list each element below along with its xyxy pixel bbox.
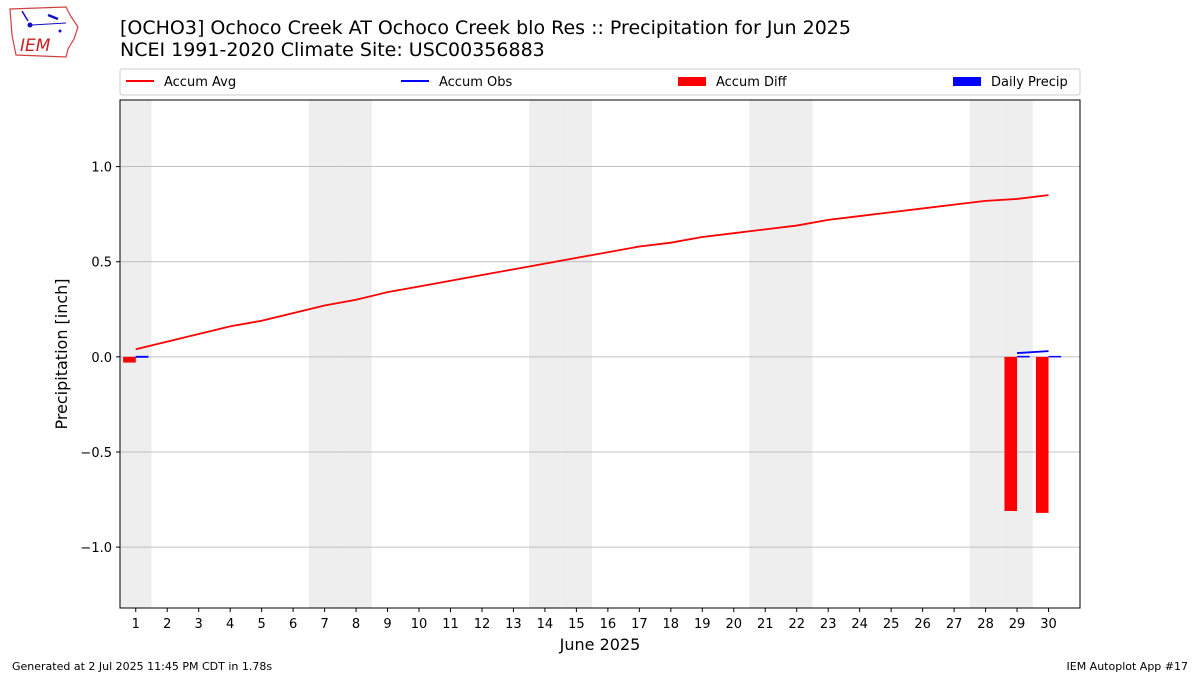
x-tick-label: 16 xyxy=(600,617,617,632)
weekend-band xyxy=(749,100,781,608)
accum-diff-bar xyxy=(1004,356,1018,511)
x-tick-label: 20 xyxy=(725,617,742,632)
x-tick-label: 27 xyxy=(946,617,963,632)
weekend-band xyxy=(780,100,813,608)
x-tick-label: 24 xyxy=(851,617,868,632)
x-tick-label: 4 xyxy=(226,617,234,632)
x-tick-label: 14 xyxy=(537,617,554,632)
daily-precip-bar xyxy=(1017,355,1030,358)
line-series xyxy=(135,194,1049,358)
x-axis: 1 2 3 4 5 6 7 8 9 10 11 12 13 14 15 16 17 18 19 20 21 22 23 24 2… xyxy=(132,608,1057,632)
accum-obs-line xyxy=(1016,350,1049,354)
y-tick-label: 1.0 xyxy=(91,161,112,176)
accum-avg-line xyxy=(135,194,1049,351)
x-tick-label: 15 xyxy=(568,617,585,632)
x-tick-label: 23 xyxy=(820,617,837,632)
legend-label: Accum Obs xyxy=(439,75,512,90)
y-axis-label: Precipitation [inch] xyxy=(52,278,71,429)
x-tick-label: 21 xyxy=(757,617,774,632)
weekend-band xyxy=(120,100,152,608)
x-tick-label: 8 xyxy=(352,617,360,632)
x-tick-label: 6 xyxy=(289,617,297,632)
x-tick-label: 17 xyxy=(631,617,648,632)
daily-precip-bar xyxy=(1048,355,1062,358)
weekend-band xyxy=(1001,100,1033,608)
x-tick-label: 30 xyxy=(1040,617,1057,632)
x-tick-label: 11 xyxy=(442,617,459,632)
x-tick-label: 28 xyxy=(977,617,994,632)
chart-title: [OCHO3] Ochoco Creek AT Ochoco Creek blo… xyxy=(120,17,851,39)
x-tick-label: 19 xyxy=(694,617,711,632)
legend-label: Accum Diff xyxy=(716,75,788,90)
x-tick-label: 25 xyxy=(883,617,900,632)
chart-subtitle: NCEI 1991-2020 Climate Site: USC00356883 xyxy=(120,39,545,61)
y-tick-label: −1.0 xyxy=(80,541,112,556)
accum-diff-bar xyxy=(123,356,136,363)
legend-patch-swatch xyxy=(678,77,706,86)
x-tick-label: 3 xyxy=(195,617,203,632)
weekend-band xyxy=(340,100,372,608)
grid-lines xyxy=(120,166,1080,548)
x-axis-label: June 2025 xyxy=(559,635,641,654)
x-tick-label: 18 xyxy=(663,617,680,632)
generated-timestamp: Generated at 2 Jul 2025 11:45 PM CDT in … xyxy=(12,660,273,673)
x-tick-label: 29 xyxy=(1009,617,1026,632)
x-tick-label: 9 xyxy=(383,617,391,632)
plot-frame xyxy=(119,99,1081,609)
legend-box xyxy=(119,68,1081,96)
x-tick-label: 5 xyxy=(257,617,265,632)
weekend-band xyxy=(969,100,1002,608)
legend-label: Accum Avg xyxy=(164,75,236,90)
iem-logo: IEM xyxy=(9,6,79,58)
weekend-band xyxy=(529,100,561,608)
weekend-band xyxy=(308,100,341,608)
y-tick-label: 0.5 xyxy=(91,256,112,271)
y-tick-label: 0.0 xyxy=(91,351,112,366)
x-tick-label: 7 xyxy=(320,617,328,632)
x-tick-label: 2 xyxy=(163,617,171,632)
x-tick-label: 10 xyxy=(411,617,428,632)
accum-diff-bar xyxy=(1035,356,1049,513)
x-tick-label: 1 xyxy=(132,617,140,632)
app-credit: IEM Autoplot App #17 xyxy=(1066,660,1189,673)
legend-label: Daily Precip xyxy=(991,75,1068,90)
x-tick-label: 13 xyxy=(505,617,522,632)
iem-logo-text: IEM xyxy=(20,36,51,56)
legend: Accum Avg Accum Obs Accum Diff Daily Precip xyxy=(119,68,1081,96)
x-tick-label: 12 xyxy=(474,617,491,632)
y-tick-label: −0.5 xyxy=(80,446,112,461)
y-axis: −1.0 −0.5 0.0 0.5 1.0 xyxy=(80,161,120,556)
weekend-shading xyxy=(120,100,1033,608)
x-tick-label: 22 xyxy=(788,617,805,632)
legend-patch-swatch xyxy=(953,77,981,86)
weekend-band xyxy=(560,100,593,608)
x-tick-label: 26 xyxy=(914,617,931,632)
